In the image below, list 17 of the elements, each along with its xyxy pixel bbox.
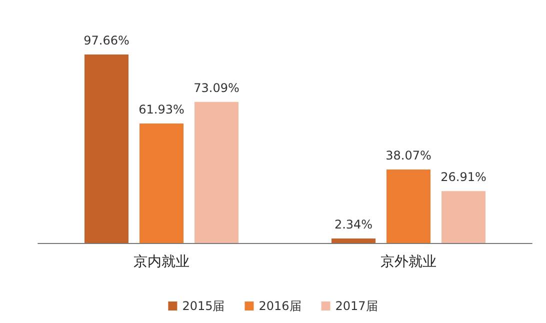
bar [84, 54, 128, 243]
bar [386, 170, 430, 243]
legend-label: 2015届 [182, 299, 225, 313]
data-label: 38.07% [386, 148, 432, 163]
data-label: 26.91% [440, 170, 486, 184]
x-tick-label: 京外就业 [380, 254, 436, 270]
bar [194, 102, 238, 243]
bar [140, 123, 184, 243]
data-label: 73.09% [194, 80, 240, 95]
data-label: 61.93% [138, 102, 184, 116]
bar [332, 238, 376, 243]
data-label: 2.34% [334, 217, 373, 232]
legend-label: 2016届 [258, 299, 302, 313]
data-label: 97.66% [84, 34, 130, 48]
legend-label: 2017届 [335, 299, 378, 313]
bar [442, 191, 486, 243]
x-tick-label: 京内就业 [134, 254, 190, 270]
